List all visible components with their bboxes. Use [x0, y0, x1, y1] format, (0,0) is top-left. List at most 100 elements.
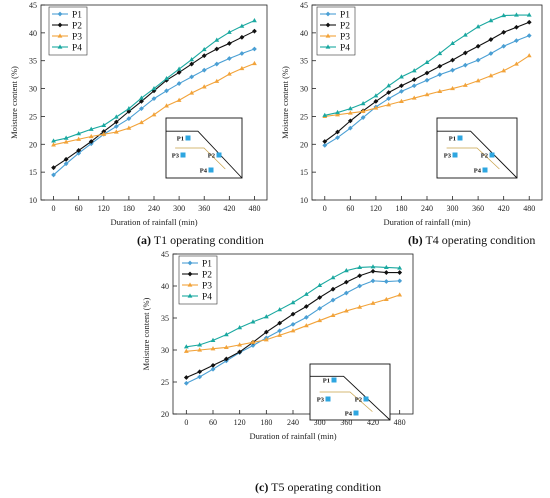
data-point-p1: [399, 88, 404, 94]
y-tick-label: 35: [29, 57, 37, 66]
data-point-p4: [347, 106, 353, 111]
data-point-p3: [335, 112, 340, 117]
data-point-p2: [176, 70, 182, 75]
data-point-p1: [63, 161, 69, 167]
data-point-p2: [226, 41, 232, 46]
data-point-p1: [76, 150, 82, 156]
data-point-p4: [239, 23, 245, 28]
data-point-p2: [475, 43, 481, 49]
data-point-p1: [126, 116, 132, 122]
legend-label-p2: P2: [72, 22, 82, 32]
data-point-p2: [139, 98, 144, 104]
data-point-p2: [151, 88, 157, 94]
data-point-p4: [370, 264, 376, 269]
y-axis-title: Moisture content (%): [9, 66, 19, 139]
data-point-p3: [370, 300, 376, 305]
legend-marker-p4: [57, 44, 63, 49]
y-tick-label: 20: [300, 140, 308, 149]
data-point-p3: [151, 112, 157, 117]
inset-slope-outline: [437, 130, 518, 179]
data-point-p3: [437, 88, 443, 93]
data-point-p3: [88, 133, 94, 139]
x-tick-label: 480: [394, 418, 406, 427]
inset-sensor-label: P1: [177, 136, 184, 143]
x-tick-label: 300: [173, 204, 185, 213]
data-point-p3: [411, 95, 417, 100]
data-point-p1: [303, 314, 309, 320]
data-point-p1: [424, 77, 430, 83]
y-tick-label: 40: [29, 29, 37, 38]
data-point-p2: [462, 50, 468, 56]
data-point-p1: [214, 61, 220, 67]
y-tick-label: 15: [300, 168, 308, 177]
inset-sensor-marker: [363, 396, 369, 402]
legend-label-p2: P2: [340, 22, 350, 32]
data-point-p2: [290, 311, 296, 317]
data-point-p4: [343, 268, 349, 273]
data-point-p4: [462, 32, 468, 37]
data-point-p1: [347, 125, 353, 131]
x-tick-label: 240: [287, 418, 299, 427]
x-axis-title: Duration of rainfall (min): [110, 217, 197, 227]
inset-sensor-label: P1: [449, 136, 456, 143]
data-point-p4: [501, 12, 507, 18]
data-point-p1: [475, 57, 481, 63]
data-point-p2: [383, 270, 389, 275]
data-point-p2: [303, 304, 309, 309]
data-point-p2: [210, 362, 216, 368]
y-tick-label: 40: [161, 282, 169, 291]
data-point-p3: [76, 136, 82, 141]
data-point-p3: [290, 328, 296, 333]
inset-sensor-marker: [489, 152, 495, 158]
data-point-p4: [223, 332, 229, 337]
data-point-p2: [343, 279, 349, 285]
data-point-p1: [370, 278, 376, 284]
data-point-p4: [201, 46, 207, 52]
data-point-p3: [252, 60, 257, 66]
y-tick-label: 25: [161, 378, 169, 387]
inset-sensor-marker: [482, 167, 488, 173]
data-point-p3: [63, 139, 69, 144]
data-point-p2: [63, 156, 69, 162]
y-tick-label: 10: [300, 196, 308, 205]
data-point-p3: [357, 304, 363, 309]
data-point-p2: [113, 119, 119, 125]
data-point-p2: [357, 273, 363, 279]
data-point-p2: [526, 19, 532, 25]
data-point-p4: [263, 314, 269, 319]
data-point-p1: [343, 290, 349, 296]
inset-sensor-label: P1: [323, 378, 330, 385]
data-point-p3: [201, 84, 207, 89]
data-point-p4: [383, 264, 389, 270]
inset-sensor-marker: [452, 152, 458, 158]
x-tick-label: 360: [340, 418, 352, 427]
data-point-p1: [226, 56, 232, 61]
inset-sensor-label: P2: [481, 153, 488, 160]
x-tick-label: 180: [395, 204, 407, 213]
inset-sensor-label: P3: [172, 153, 180, 160]
data-point-p3: [488, 73, 494, 78]
chart-panel: 10 15 20 25 30 35 40 45 0 60 120 180 240 300 360 420 480…: [280, 1, 543, 247]
data-point-p4: [399, 74, 404, 79]
data-point-p3: [176, 97, 182, 102]
y-tick-label: 45: [300, 1, 308, 10]
panel-caption: (c) T5 operating condition: [255, 480, 381, 494]
data-point-p2: [399, 83, 404, 89]
x-tick-label: 180: [123, 204, 135, 213]
data-point-p2: [76, 148, 82, 153]
data-point-p2: [373, 98, 379, 104]
data-point-p4: [113, 114, 119, 119]
data-point-p3: [263, 337, 269, 342]
inset-slope-outline: [166, 130, 243, 179]
data-point-p1: [501, 43, 507, 49]
inset-layer-line: [175, 147, 226, 170]
legend-marker-p1: [57, 11, 63, 17]
inset-sensor-label: P2: [355, 397, 362, 404]
data-point-p3: [514, 61, 519, 66]
x-tick-label: 420: [223, 204, 235, 213]
data-point-p3: [164, 103, 169, 108]
panel-caption-letter: (a): [137, 233, 151, 247]
data-point-p2: [330, 286, 336, 292]
